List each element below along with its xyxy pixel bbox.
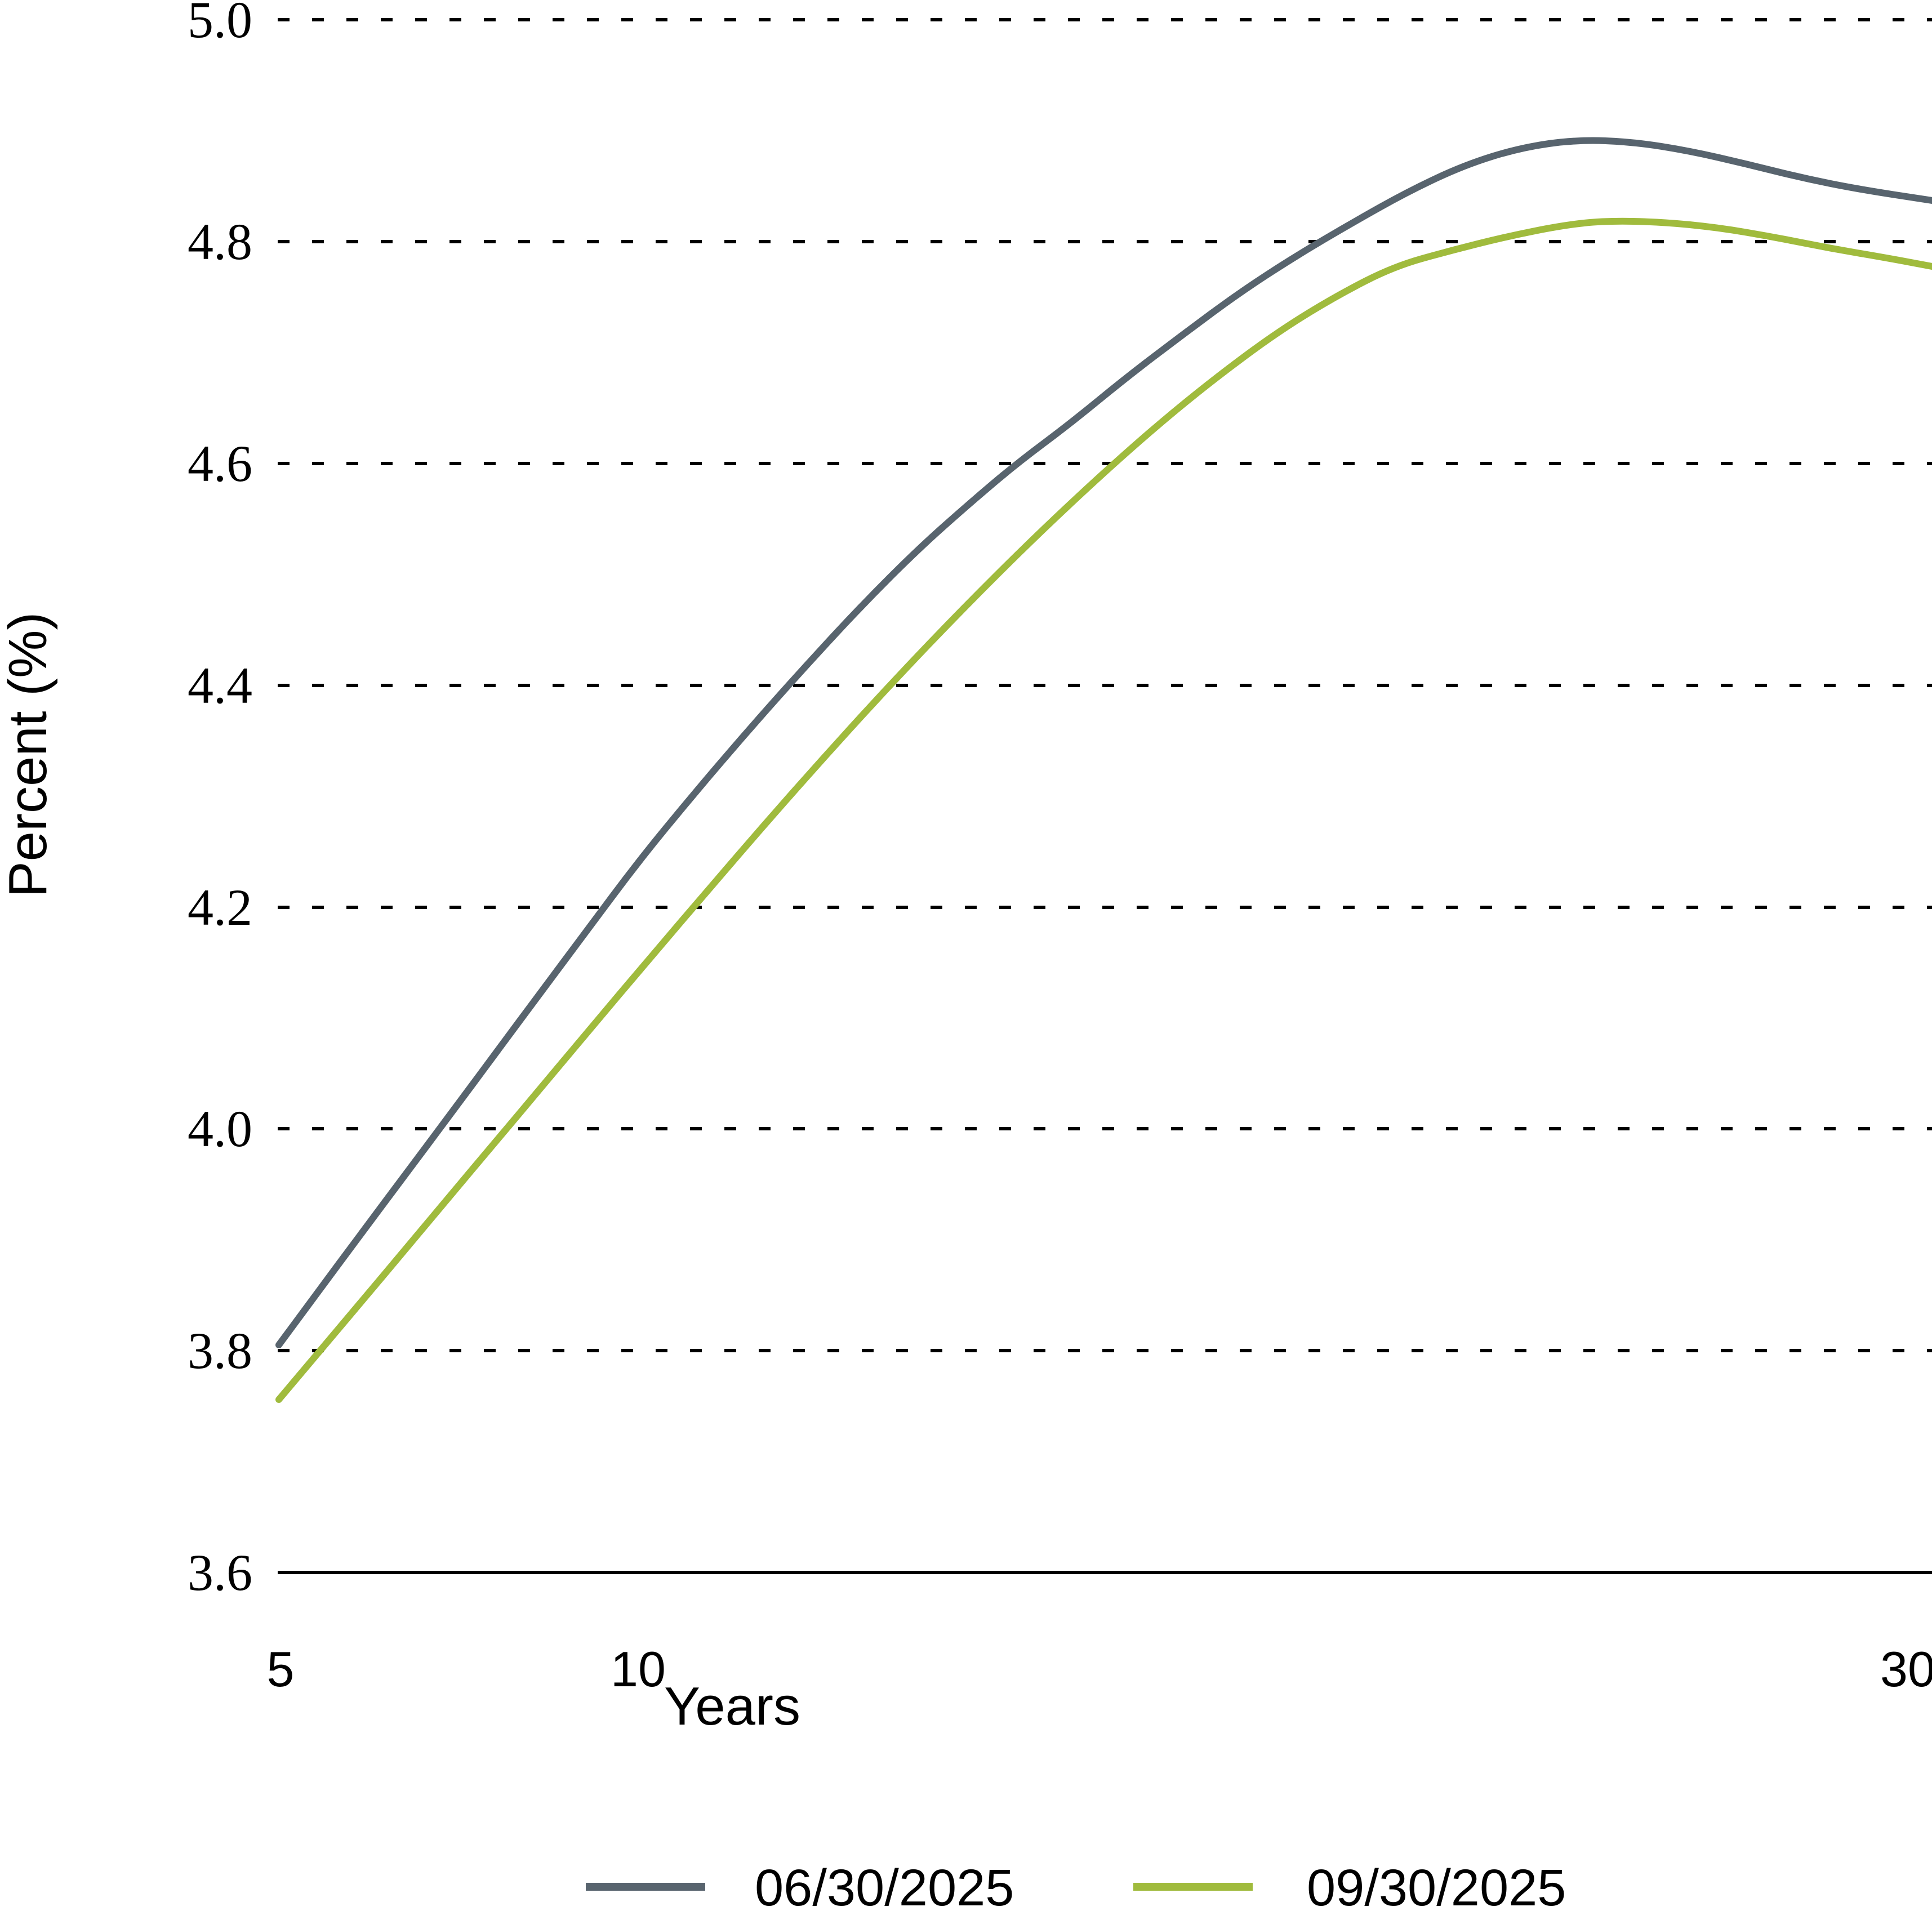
y-tick-label-3.6: 3.6 — [188, 1544, 252, 1601]
y-tick-label-4.8: 4.8 — [188, 213, 252, 270]
legend-item-1: 09/30/2025 — [1133, 1859, 1566, 1911]
y-tick-label-4.4: 4.4 — [188, 657, 252, 714]
series-1-line — [275, 217, 1932, 1403]
series-0-line — [275, 137, 1932, 1348]
y-tick-label-5.0: 5.0 — [188, 0, 252, 48]
x-tick-label-5: 5 — [267, 1641, 295, 1697]
y-tick-label-4.2: 4.2 — [188, 879, 252, 936]
x-tick-label-30: 30 — [1880, 1641, 1932, 1697]
y-tick-label-4.0: 4.0 — [188, 1100, 252, 1157]
y-axis-title: Percent (%) — [0, 612, 58, 898]
x-axis-title: Years — [664, 1676, 800, 1736]
legend-item-1-label: 09/30/2025 — [1307, 1859, 1566, 1911]
y-tick-label-4.6: 4.6 — [188, 435, 252, 492]
legend-item-0-label: 06/30/2025 — [755, 1859, 1014, 1911]
y-tick-label-3.8: 3.8 — [188, 1322, 252, 1379]
legend-item-0: 06/30/2025 — [586, 1859, 1014, 1911]
x-tick-label-10: 10 — [611, 1641, 666, 1697]
